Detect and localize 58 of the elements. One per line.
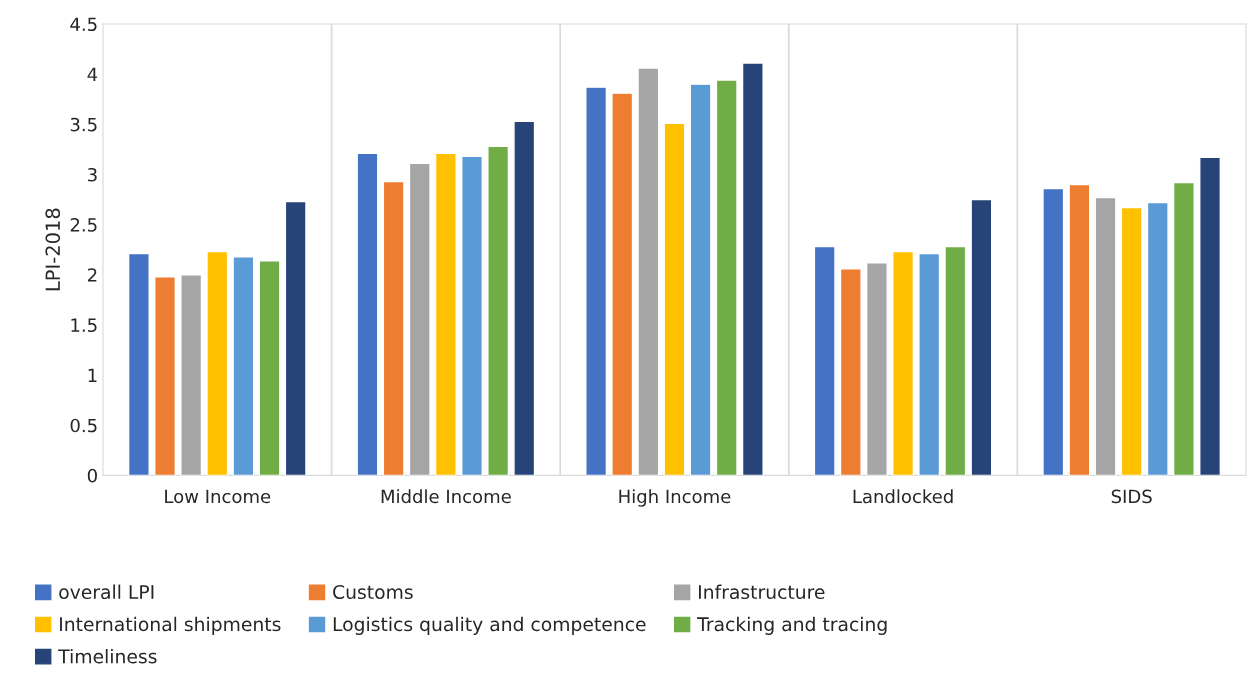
legend-label: Logistics quality and competence — [333, 616, 646, 635]
bar — [611, 92, 634, 476]
y-tick-label: 0 — [87, 468, 97, 483]
y-tick-label: 3.5 — [70, 117, 97, 132]
x-tick-label: Middle Income — [381, 489, 511, 504]
bar — [585, 86, 608, 476]
bar — [356, 152, 379, 476]
bar — [1146, 201, 1169, 476]
y-tick-label: 1 — [88, 368, 97, 382]
bar — [1120, 206, 1143, 476]
x-tick-label: SIDS — [1111, 489, 1152, 504]
legend-label: Timeliness — [58, 648, 157, 664]
bar — [408, 162, 431, 476]
y-axis-title: LPI-2018 — [45, 208, 61, 291]
bar — [715, 79, 738, 476]
y-tick-label: 4.5 — [70, 17, 97, 32]
bar — [434, 152, 457, 476]
bar — [382, 180, 405, 476]
legend-label: Infrastructure — [699, 584, 825, 600]
y-tick-label: 4 — [87, 67, 98, 81]
bar — [180, 274, 203, 476]
bar — [284, 200, 307, 476]
legend-label: Tracking and tracing — [697, 616, 887, 635]
bar — [232, 255, 255, 476]
y-tick-label: 2.5 — [70, 218, 97, 232]
bar — [865, 262, 888, 476]
legend-label: Customs — [333, 584, 413, 600]
bar — [487, 145, 510, 476]
bar — [154, 276, 177, 476]
bar — [206, 250, 229, 476]
x-tick-label: Low Income — [165, 489, 271, 504]
bar — [637, 67, 660, 476]
bar — [970, 198, 993, 476]
x-tick-label: Landlocked — [853, 489, 953, 504]
bar — [944, 245, 967, 476]
y-tick-label: 2 — [87, 268, 97, 282]
y-tick-label: 0.5 — [70, 418, 97, 433]
bar — [1094, 196, 1117, 476]
y-tick-label: 3 — [88, 167, 97, 182]
bar — [461, 155, 483, 476]
bar — [663, 122, 686, 476]
bar — [839, 268, 862, 476]
bar — [918, 252, 941, 476]
bar — [1172, 181, 1195, 476]
bar — [258, 260, 281, 476]
bar — [892, 250, 915, 476]
bar — [741, 62, 764, 476]
legend-label: International shipments — [60, 616, 281, 635]
bar — [813, 245, 836, 476]
bar — [127, 252, 150, 476]
legend-label: overall LPI — [59, 584, 154, 600]
x-tick-label: High Income — [619, 489, 731, 507]
y-tick-label: 1.5 — [71, 318, 97, 333]
bar — [689, 83, 712, 476]
bar — [513, 120, 536, 476]
bar — [1042, 187, 1065, 476]
bar — [1068, 183, 1091, 476]
bar — [1199, 156, 1222, 476]
